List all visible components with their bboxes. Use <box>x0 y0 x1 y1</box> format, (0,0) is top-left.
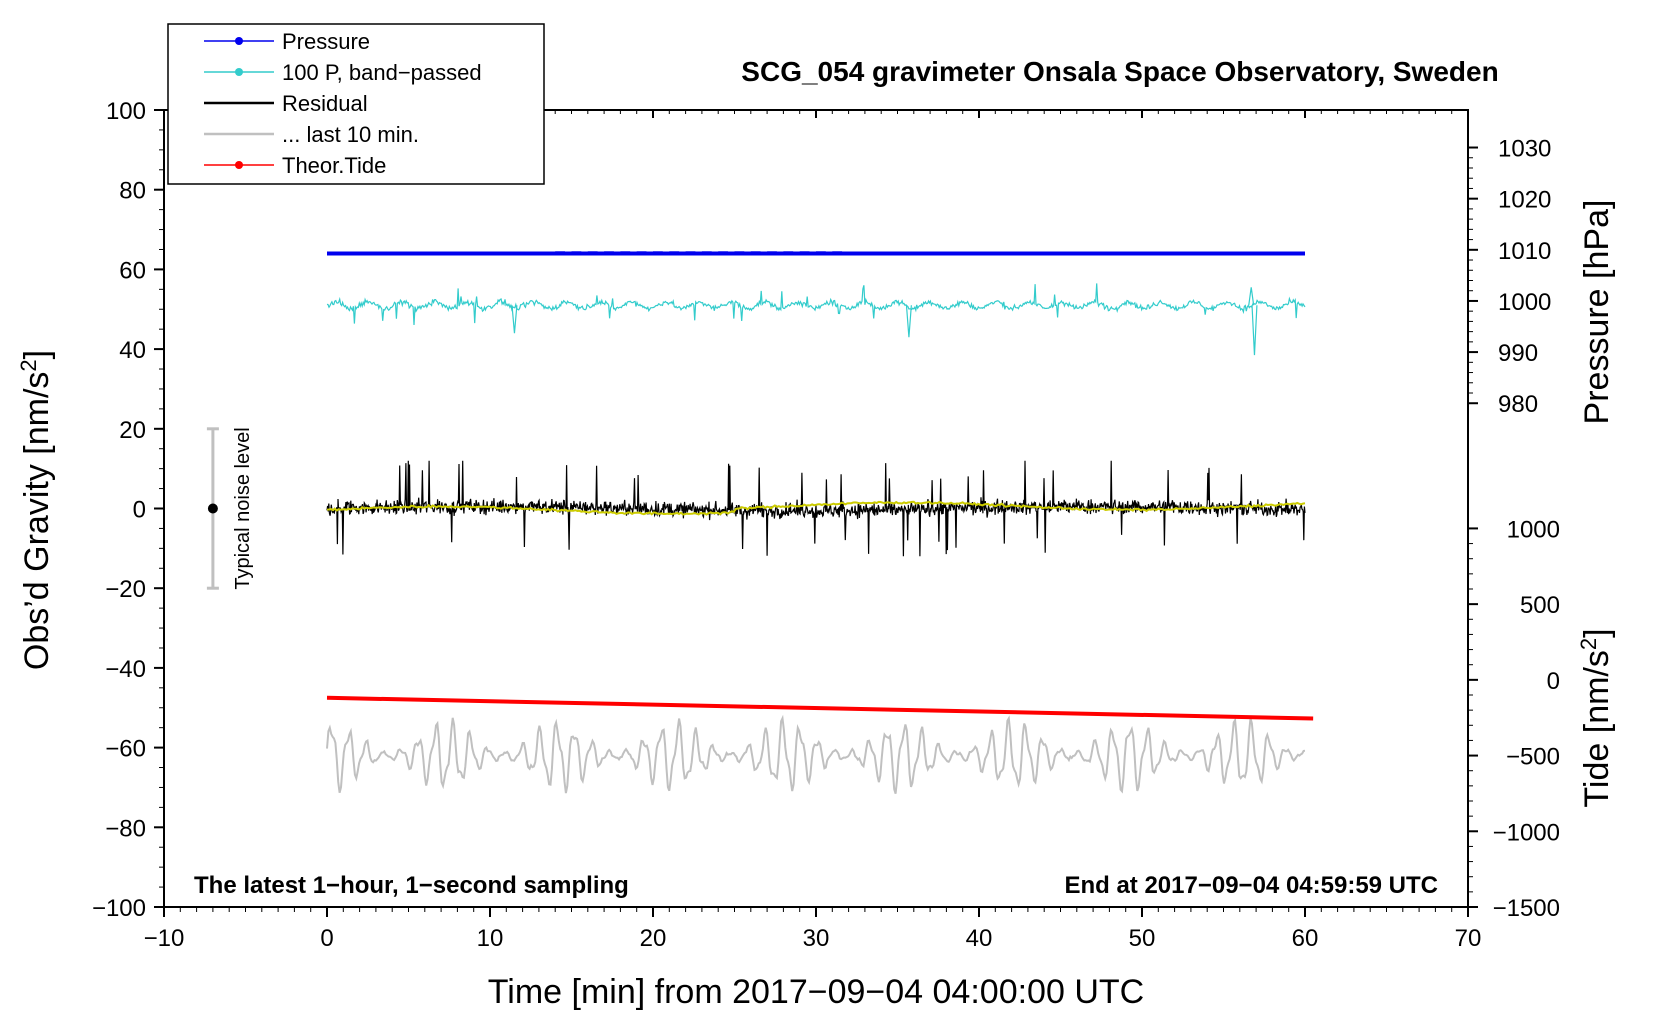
legend-marker <box>235 37 243 45</box>
x-axis-title: Time [min] from 2017−09−04 04:00:00 UTC <box>488 973 1144 1011</box>
tide-tick-label: 0 <box>1547 668 1560 695</box>
legend-label: Theor.Tide <box>282 153 386 178</box>
y-tick-label: −100 <box>92 895 146 922</box>
tide-tick-label: 1000 <box>1507 516 1560 543</box>
y-axis-title-tide: Tide [nm/s2] <box>1576 628 1617 807</box>
pressure-tick-label: 1010 <box>1498 238 1551 265</box>
legend-label: 100 P, band−passed <box>282 60 482 85</box>
y-tick-label: 20 <box>119 417 146 444</box>
tide-tick-label: −500 <box>1506 744 1560 771</box>
legend: Pressure 100 P, band−passed Residual ... la… <box>167 23 545 185</box>
legend-marker <box>235 161 243 169</box>
band-passed-spike <box>1251 305 1258 356</box>
data-traces <box>326 251 1314 794</box>
pressure-tick-label: 990 <box>1498 340 1538 367</box>
tide-tick-label: −1000 <box>1493 819 1560 846</box>
series-theoretical-tide <box>326 695 1314 721</box>
annotation-bottom-left: The latest 1−hour, 1−second sampling <box>194 872 629 899</box>
chart-title: SCG_054 gravimeter Onsala Space Observat… <box>741 56 1498 87</box>
axis-labels: −10 0 10 20 30 40 50 60 70100806040200−20−40−60−… <box>16 98 1617 1011</box>
pressure-tick-label: 1000 <box>1498 289 1551 316</box>
x-tick-label: 20 <box>640 925 667 952</box>
y-tick-label: −60 <box>105 736 146 763</box>
noise-level-indicator: Typical noise level <box>206 427 254 590</box>
x-tick-label: 50 <box>1129 925 1156 952</box>
y-axis-title-left: Obs’d Gravity [nm/s2] <box>16 350 57 670</box>
axis-ticks <box>154 109 1478 917</box>
y-axis-title-pressure: Pressure [hPa] <box>1578 200 1616 425</box>
band-passed-spike <box>511 305 518 334</box>
x-tick-label: 0 <box>320 925 333 952</box>
x-tick-label: 40 <box>966 925 993 952</box>
pressure-tick-label: 1030 <box>1498 136 1551 163</box>
band-passed-spike <box>1248 287 1255 306</box>
tide-tick-label: 500 <box>1520 592 1560 619</box>
legend-marker <box>235 68 243 76</box>
x-tick-label: 10 <box>477 925 504 952</box>
pressure-tick-label: 1020 <box>1498 187 1551 214</box>
y-tick-label: −80 <box>105 815 146 842</box>
legend-label: ... last 10 min. <box>282 122 419 147</box>
y-tick-label: 0 <box>133 497 146 524</box>
x-tick-label: 70 <box>1455 925 1482 952</box>
y-tick-label: 40 <box>119 337 146 364</box>
series-band-passed-pressure <box>326 283 1306 326</box>
tide-tick-label: −1500 <box>1493 895 1560 922</box>
annotation-bottom-right: End at 2017−09−04 04:59:59 UTC <box>1064 872 1438 899</box>
y-tick-label: −20 <box>105 576 146 603</box>
y-tick-label: 80 <box>119 178 146 205</box>
pressure-tick-label: 980 <box>1498 391 1538 418</box>
series-residual-smoothed <box>326 500 1306 516</box>
noise-bar-center-dot <box>207 503 218 514</box>
y-tick-label: 60 <box>119 257 146 284</box>
legend-label: Pressure <box>282 29 370 54</box>
x-tick-label: 60 <box>1292 925 1319 952</box>
noise-level-label: Typical noise level <box>232 427 254 589</box>
x-tick-label: 30 <box>803 925 830 952</box>
x-tick-label: −10 <box>144 925 185 952</box>
band-passed-spike <box>905 305 912 338</box>
y-tick-label: −40 <box>105 656 146 683</box>
series-last-10-min <box>326 714 1306 794</box>
y-tick-label: 100 <box>106 98 146 125</box>
legend-label: Residual <box>282 91 368 116</box>
